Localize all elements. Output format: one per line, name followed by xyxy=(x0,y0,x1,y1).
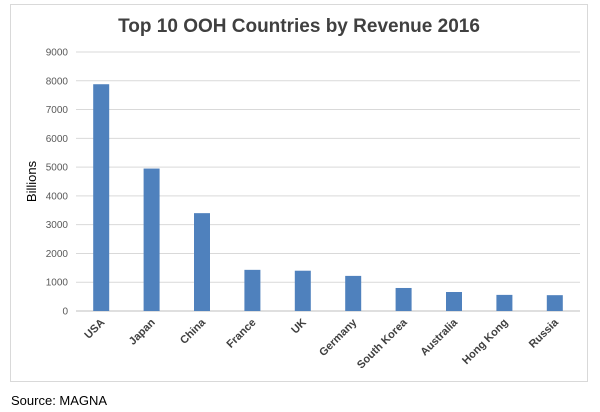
bar xyxy=(93,84,110,311)
bar xyxy=(194,213,210,311)
x-tick-label: Hong Kong xyxy=(460,317,510,367)
y-axis-label: Billions xyxy=(24,160,39,202)
y-tick-label: 3000 xyxy=(46,220,69,231)
y-tick-label: 1000 xyxy=(46,278,69,289)
y-tick-label: 8000 xyxy=(46,76,69,87)
y-tick-label: 7000 xyxy=(46,105,69,116)
bar xyxy=(294,270,311,311)
y-tick-label: 5000 xyxy=(46,163,69,174)
bar xyxy=(143,168,160,311)
source-note: Source: MAGNA xyxy=(11,393,108,408)
x-tick-label: UK xyxy=(289,317,309,337)
bar xyxy=(446,292,462,311)
y-tick-label: 0 xyxy=(62,307,68,318)
y-tick-label: 6000 xyxy=(46,134,69,145)
y-tick-label: 9000 xyxy=(46,48,69,59)
x-tick-label: South Korea xyxy=(355,316,410,371)
chart-title: Top 10 OOH Countries by Revenue 2016 xyxy=(118,16,480,37)
bar xyxy=(395,287,412,311)
bar xyxy=(546,295,563,311)
x-tick-label: USA xyxy=(82,317,107,342)
x-tick-label: Russia xyxy=(527,316,562,351)
y-tick-label: 4000 xyxy=(46,191,69,202)
bar xyxy=(496,294,513,311)
x-tick-label: China xyxy=(178,316,209,347)
bar xyxy=(244,269,261,311)
bar xyxy=(345,275,362,311)
x-tick-label: Germany xyxy=(317,316,360,359)
x-tick-label: France xyxy=(225,317,259,351)
x-tick-label: Japan xyxy=(127,316,158,347)
x-tick-label: Australia xyxy=(418,316,460,358)
y-tick-label: 2000 xyxy=(46,249,69,260)
